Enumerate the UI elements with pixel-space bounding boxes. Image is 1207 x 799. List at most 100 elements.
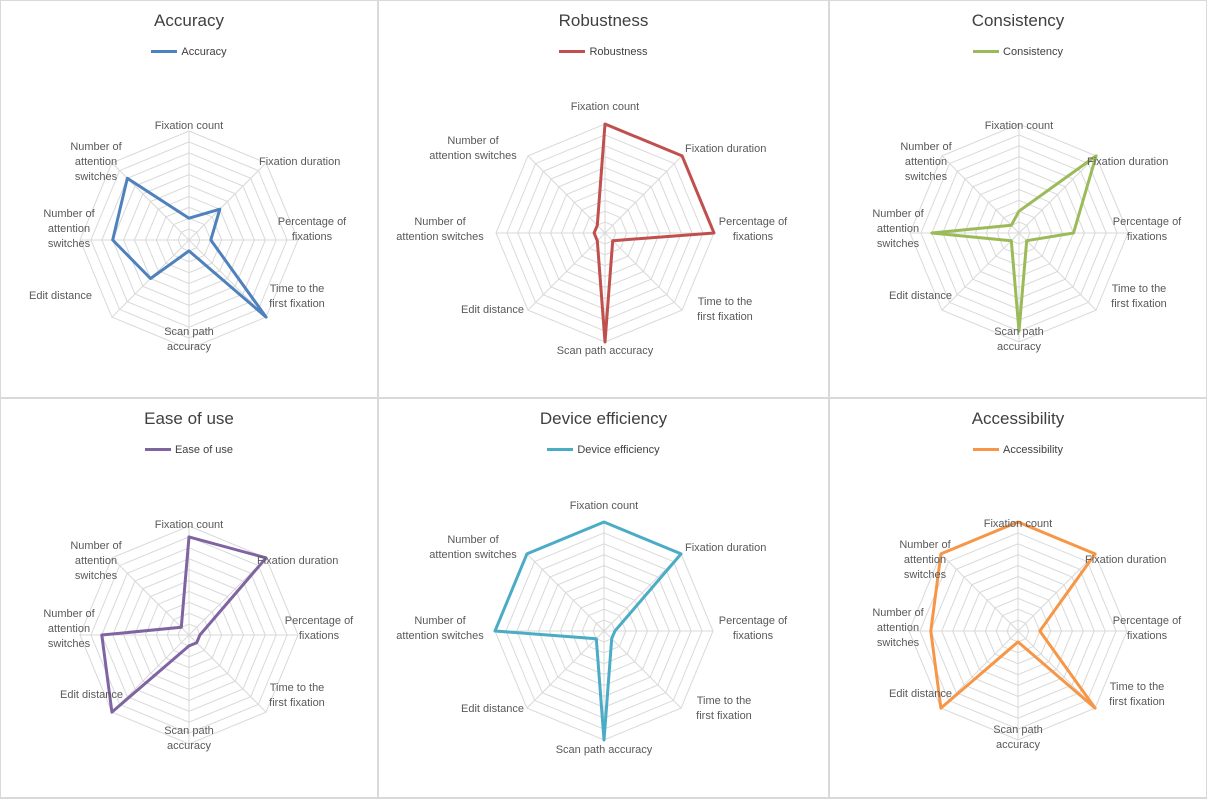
chart-title: Robustness [558, 11, 649, 30]
grid-spoke [526, 630, 605, 709]
category-label: Time to the first fixation [269, 682, 325, 709]
radar-chart: Fixation count Fixation duration Percentag… [872, 120, 1182, 353]
category-label: Edit distance [461, 703, 524, 715]
chart-title: Accuracy [154, 11, 224, 30]
category-label: Number of attention switches [70, 540, 122, 582]
category-label: Fixation duration [685, 542, 766, 554]
category-label: Scan path accuracy [164, 725, 214, 752]
category-label: Fixation count [985, 120, 1053, 132]
category-label: Edit distance [461, 304, 524, 316]
category-label: Scan path accuracy [994, 326, 1044, 353]
legend-swatch [973, 447, 1000, 451]
grid-spoke [527, 232, 606, 311]
grid-spoke [603, 630, 682, 709]
category-label: Edit distance [889, 290, 952, 302]
category-label: Percentage of fixations [719, 615, 788, 642]
category-label: Time to the first fixation [696, 695, 752, 722]
grid-spoke [188, 162, 267, 241]
series-line [111, 176, 268, 319]
series-line [493, 520, 683, 742]
radar-panel-robustness: Robustness Robustness Fixation count Fixa… [378, 0, 829, 398]
grid-spoke [526, 553, 605, 632]
legend: Ease of use [1, 444, 377, 456]
category-label: Scan path accuracy [557, 345, 654, 357]
radar-panel-accessibility: Accessibility Accessibility Fixation cou… [829, 398, 1207, 798]
grid-spoke [604, 232, 683, 311]
category-label: Number of attention switches [396, 216, 484, 243]
grid-spoke [188, 634, 267, 713]
category-label: Edit distance [29, 290, 92, 302]
radar-panel-accuracy: Accuracy Accuracy Fixation count Fixation… [0, 0, 378, 398]
grid-spoke [527, 155, 606, 234]
grid-spoke [604, 155, 683, 234]
grid-spoke [111, 557, 190, 636]
legend-label: Ease of use [174, 444, 234, 456]
radar-panel-device-efficiency: Device efficiency Device efficiency Fixa… [378, 398, 829, 798]
chart-title: Device efficiency [539, 409, 668, 428]
category-label: Percentage of fixations [719, 216, 788, 243]
legend: Device efficiency [379, 444, 828, 456]
legend: Accessibility [830, 444, 1206, 456]
category-label: Number of attention switches [429, 135, 517, 162]
legend-label: Consistency [1003, 46, 1063, 58]
category-label: Number of attention switches [872, 607, 924, 649]
grid-spoke [940, 553, 1019, 632]
category-label: Number of attention switches [70, 141, 122, 183]
category-label: Percentage of fixations [285, 615, 354, 642]
legend-swatch [151, 49, 178, 53]
category-label: Fixation count [571, 101, 639, 113]
series-line [929, 520, 1097, 710]
category-label: Number of attention switches [872, 208, 924, 250]
category-label: Time to the first fixation [1111, 283, 1167, 310]
category-label: Time to the first fixation [1109, 681, 1165, 708]
category-label: Number of attention switches [43, 608, 95, 650]
chart-title: Ease of use [144, 409, 234, 428]
category-label: Fixation duration [259, 156, 340, 168]
category-label: Number of attention switches [396, 615, 484, 642]
grid-spoke [1017, 553, 1096, 632]
category-label: Fixation count [155, 519, 223, 531]
legend-swatch [144, 447, 171, 451]
grid-spoke [941, 155, 1020, 234]
category-label: Number of attention switches [429, 534, 517, 561]
category-label: Fixation duration [1087, 156, 1168, 168]
legend-swatch [547, 447, 574, 451]
radar-chart: Fixation count Fixation duration Percentag… [396, 101, 788, 357]
category-label: Time to the first fixation [697, 296, 753, 323]
category-label: Fixation duration [685, 143, 766, 155]
category-label: Fixation count [570, 500, 638, 512]
chart-title: Accessibility [971, 409, 1065, 428]
radar-chart: Fixation count Fixation duration Percentag… [29, 120, 347, 353]
radar-chart: Fixation count Fixation duration Percentag… [396, 500, 788, 756]
series-line [100, 535, 268, 714]
chart-title: Consistency [971, 11, 1065, 30]
category-label: Percentage of fixations [1113, 615, 1182, 642]
category-label: Edit distance [889, 688, 952, 700]
category-label: Scan path accuracy [164, 326, 214, 353]
category-label: Time to the first fixation [269, 283, 325, 310]
grid-spoke [941, 232, 1020, 311]
radar-chart: Fixation count Fixation duration Percentag… [43, 519, 354, 752]
grid-spoke [1018, 232, 1097, 311]
legend: Accuracy [1, 46, 377, 58]
category-label: Percentage of fixations [278, 216, 347, 243]
category-label: Fixation count [984, 518, 1052, 530]
category-label: Fixation duration [1085, 554, 1166, 566]
radar-panel-consistency: Consistency Consistency Fixation count Fi… [829, 0, 1207, 398]
category-label: Fixation duration [257, 555, 338, 567]
series-line [930, 154, 1098, 333]
category-label: Percentage of fixations [1113, 216, 1182, 243]
legend: Robustness [379, 46, 828, 58]
radar-panel-ease-of-use: Ease of use Ease of use Fixation count Fi… [0, 398, 378, 798]
legend-swatch [559, 49, 586, 53]
category-label: Number of attention switches [43, 208, 95, 250]
legend-label: Accuracy [181, 46, 227, 58]
category-label: Edit distance [60, 689, 123, 701]
grid-spoke [1018, 155, 1097, 234]
category-label: Number of attention switches [899, 539, 951, 581]
legend-label: Accessibility [1003, 444, 1063, 456]
legend: Consistency [830, 46, 1206, 58]
category-label: Number of attention switches [900, 141, 952, 183]
radar-chart: Fixation count Fixation duration Percentag… [872, 518, 1182, 751]
grid-spoke [111, 162, 190, 241]
